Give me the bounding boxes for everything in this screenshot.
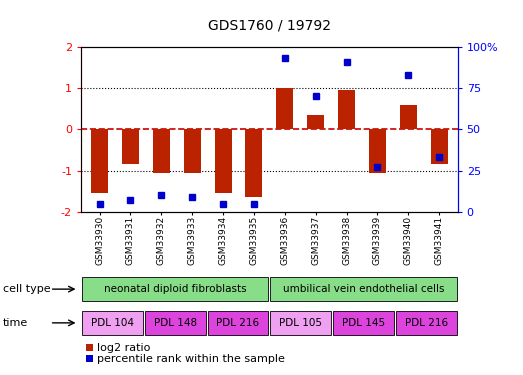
Text: PDL 148: PDL 148: [154, 318, 197, 328]
Bar: [122, 129, 139, 164]
Text: cell type: cell type: [3, 284, 50, 294]
Bar: [369, 129, 386, 172]
Bar: [270, 311, 331, 334]
Text: neonatal diploid fibroblasts: neonatal diploid fibroblasts: [104, 284, 246, 294]
Text: percentile rank within the sample: percentile rank within the sample: [97, 354, 285, 364]
Bar: [400, 105, 417, 129]
Bar: [214, 129, 232, 194]
Text: PDL 216: PDL 216: [405, 318, 448, 328]
Bar: [82, 311, 143, 334]
Text: umbilical vein endothelial cells: umbilical vein endothelial cells: [283, 284, 444, 294]
Bar: [276, 88, 293, 129]
Bar: [430, 129, 448, 164]
Text: time: time: [3, 318, 28, 328]
Bar: [184, 129, 201, 172]
Text: PDL 145: PDL 145: [342, 318, 385, 328]
Bar: [396, 311, 457, 334]
Text: PDL 105: PDL 105: [279, 318, 322, 328]
Bar: [145, 311, 206, 334]
Bar: [270, 278, 457, 301]
Bar: [245, 129, 263, 197]
Text: GDS1760 / 19792: GDS1760 / 19792: [208, 19, 331, 33]
Bar: [82, 278, 268, 301]
Text: PDL 104: PDL 104: [91, 318, 134, 328]
Text: PDL 216: PDL 216: [217, 318, 259, 328]
Text: log2 ratio: log2 ratio: [97, 343, 151, 352]
Bar: [333, 311, 394, 334]
Bar: [338, 90, 355, 129]
Bar: [91, 129, 108, 194]
Bar: [208, 311, 268, 334]
Bar: [153, 129, 170, 172]
Bar: [307, 115, 324, 129]
